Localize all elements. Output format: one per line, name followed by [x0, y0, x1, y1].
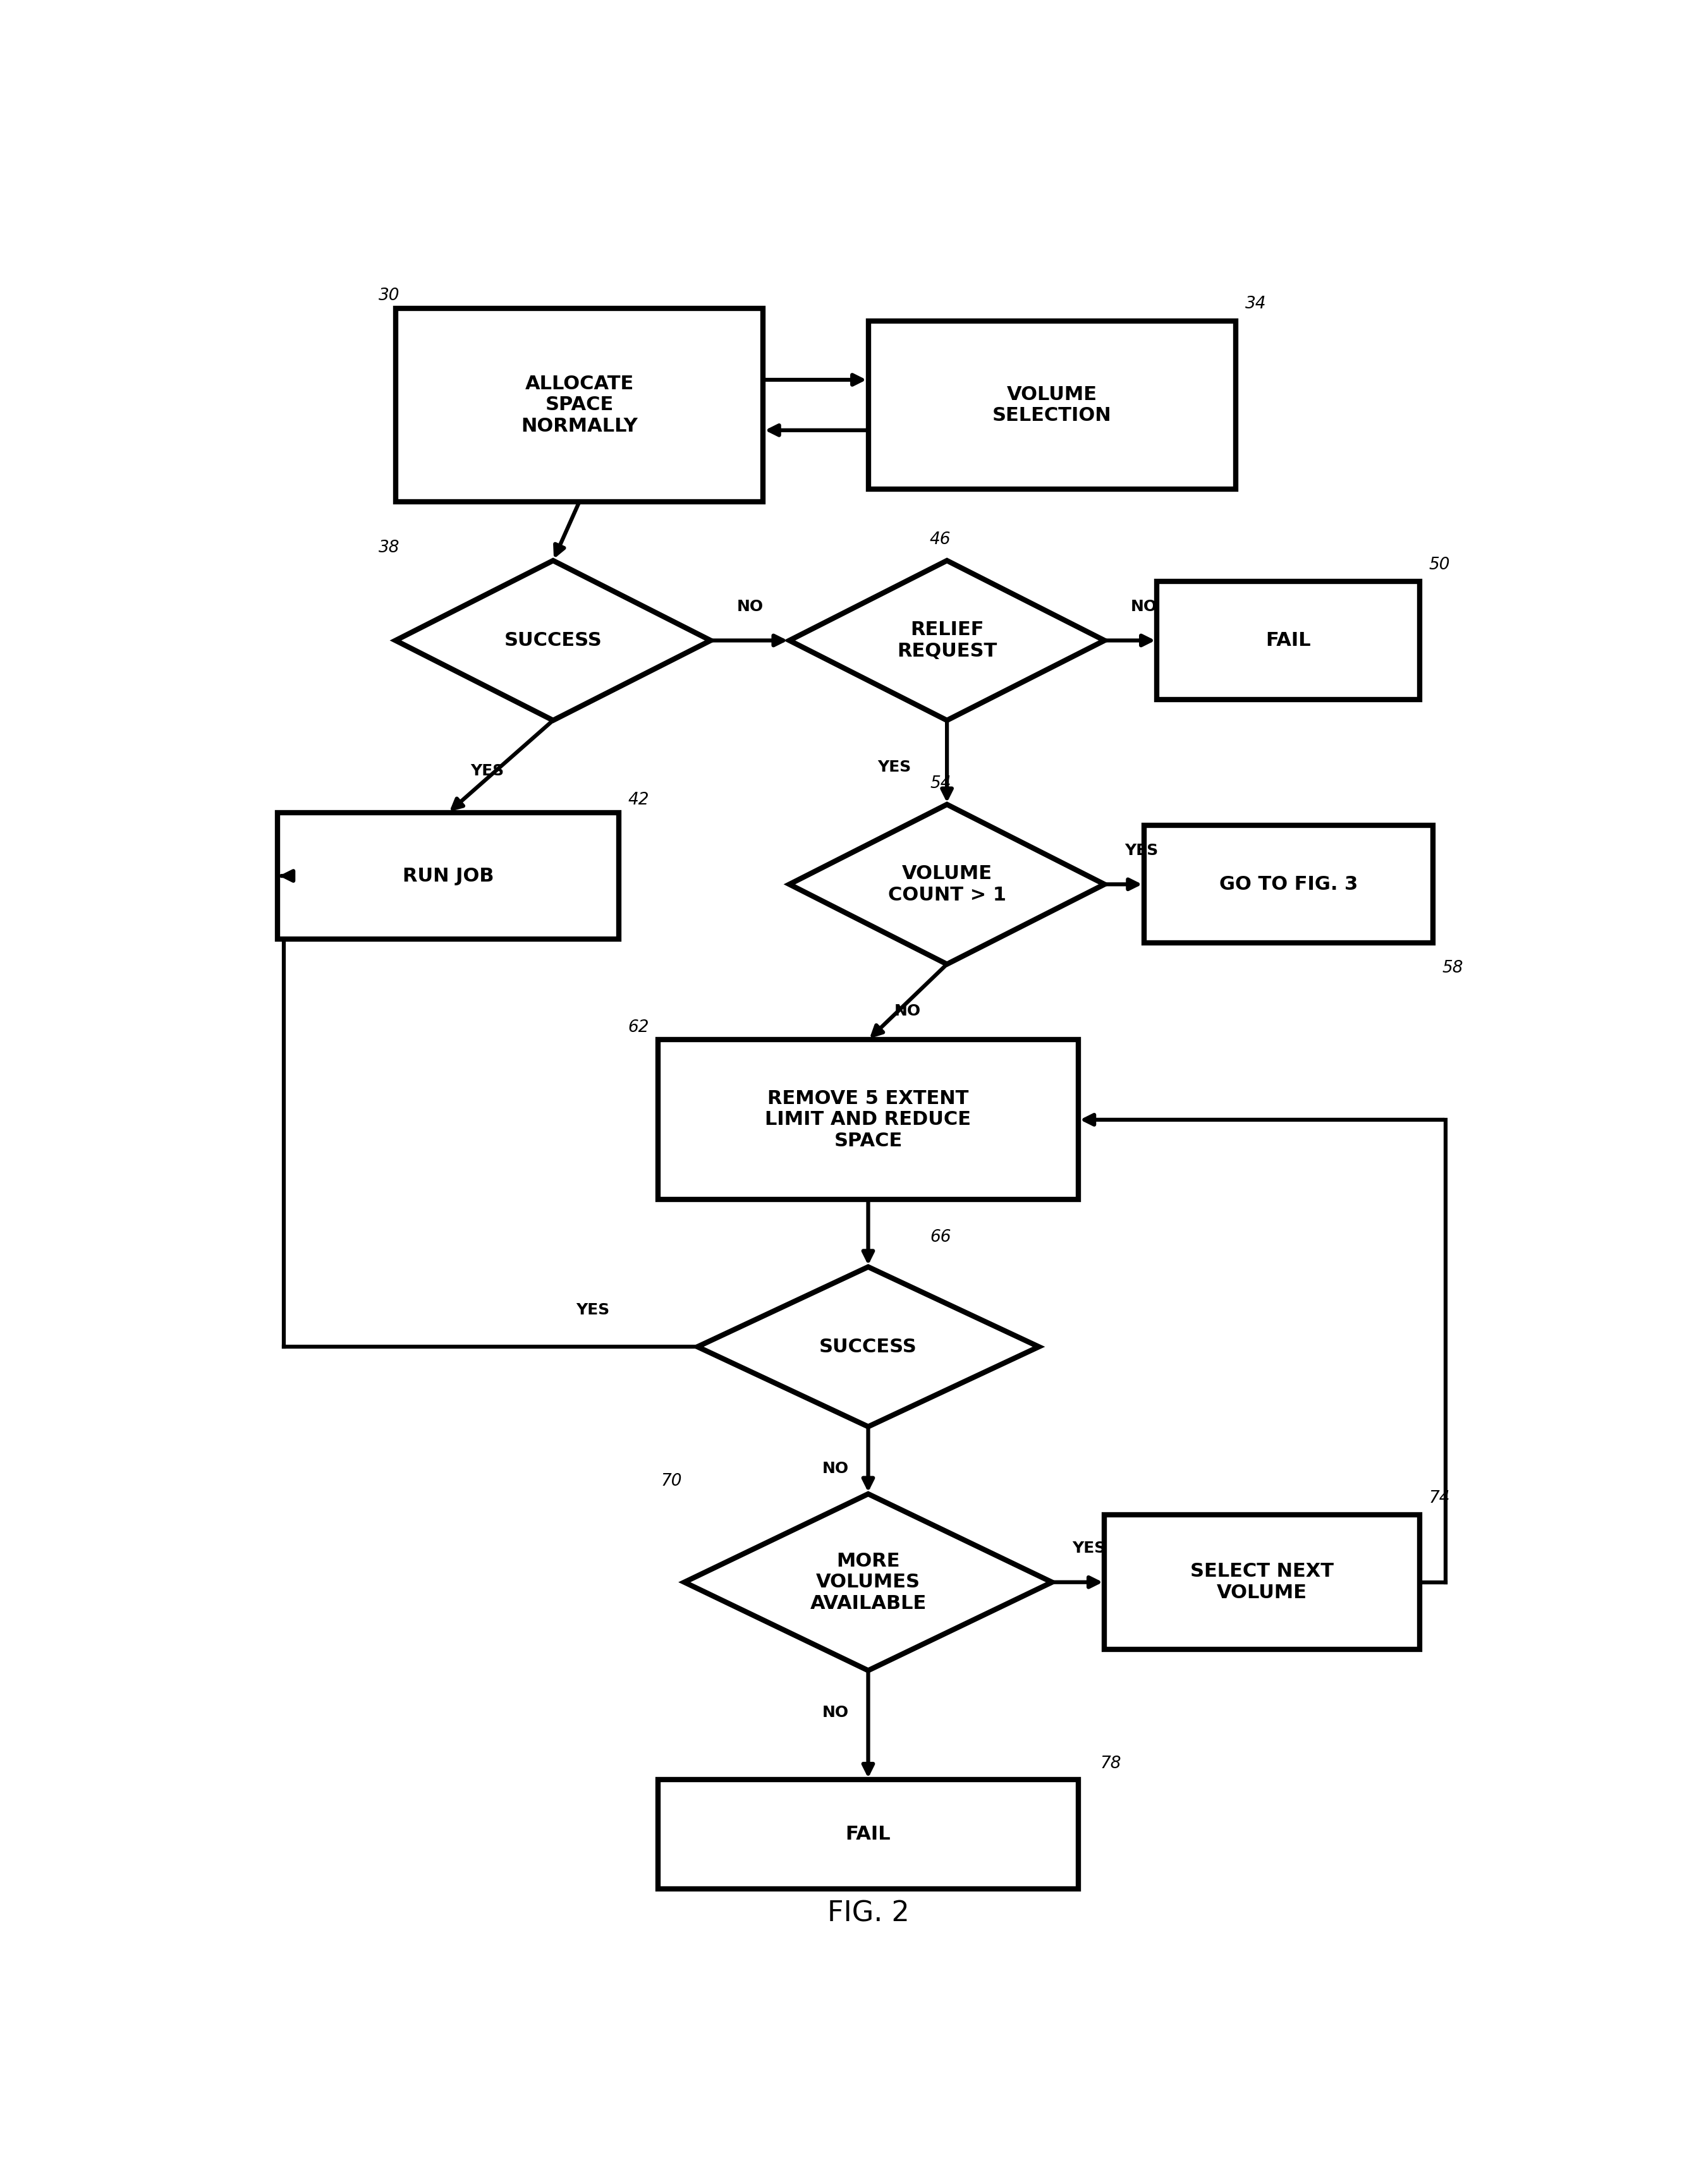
- Text: VOLUME
COUNT > 1: VOLUME COUNT > 1: [888, 865, 1006, 904]
- Text: YES: YES: [1072, 1542, 1106, 1557]
- Text: 58: 58: [1442, 961, 1464, 976]
- Text: NO: NO: [822, 1706, 849, 1721]
- FancyBboxPatch shape: [395, 308, 764, 502]
- Text: SELECT NEXT
VOLUME: SELECT NEXT VOLUME: [1191, 1562, 1333, 1603]
- FancyBboxPatch shape: [867, 321, 1237, 489]
- Text: NO: NO: [737, 598, 764, 614]
- Text: NO: NO: [822, 1461, 849, 1476]
- Text: 46: 46: [930, 531, 950, 548]
- FancyBboxPatch shape: [657, 1040, 1077, 1199]
- Text: GO TO FIG. 3: GO TO FIG. 3: [1220, 876, 1357, 893]
- FancyBboxPatch shape: [1104, 1516, 1420, 1649]
- Text: 70: 70: [661, 1472, 681, 1489]
- Text: YES: YES: [471, 762, 505, 778]
- Text: RELIEF
REQUEST: RELIEF REQUEST: [896, 620, 998, 660]
- Text: 34: 34: [1245, 295, 1265, 312]
- Text: YES: YES: [576, 1302, 610, 1317]
- Text: NO: NO: [894, 1005, 922, 1020]
- Text: SUCCESS: SUCCESS: [820, 1337, 916, 1356]
- Polygon shape: [789, 804, 1104, 963]
- Text: REMOVE 5 EXTENT
LIMIT AND REDUCE
SPACE: REMOVE 5 EXTENT LIMIT AND REDUCE SPACE: [766, 1090, 971, 1151]
- Text: 74: 74: [1428, 1489, 1450, 1507]
- Text: YES: YES: [877, 760, 911, 775]
- Text: YES: YES: [1125, 843, 1159, 858]
- Text: ALLOCATE
SPACE
NORMALLY: ALLOCATE SPACE NORMALLY: [522, 376, 637, 435]
- Polygon shape: [789, 561, 1104, 721]
- FancyBboxPatch shape: [1143, 826, 1433, 943]
- Text: 78: 78: [1101, 1756, 1121, 1771]
- FancyBboxPatch shape: [657, 1780, 1077, 1889]
- Text: MORE
VOLUMES
AVAILABLE: MORE VOLUMES AVAILABLE: [810, 1553, 927, 1612]
- Text: RUN JOB: RUN JOB: [403, 867, 493, 885]
- Text: FAIL: FAIL: [1265, 631, 1311, 649]
- Text: 30: 30: [378, 288, 400, 304]
- Text: FAIL: FAIL: [845, 1826, 891, 1843]
- Polygon shape: [395, 561, 711, 721]
- Text: 66: 66: [930, 1230, 950, 1245]
- Polygon shape: [698, 1267, 1038, 1426]
- FancyBboxPatch shape: [278, 812, 618, 939]
- Text: 38: 38: [378, 539, 400, 557]
- Text: 42: 42: [628, 793, 649, 808]
- Text: FIG. 2: FIG. 2: [827, 1900, 910, 1926]
- Text: 54: 54: [930, 775, 950, 791]
- Polygon shape: [684, 1494, 1052, 1671]
- Text: 62: 62: [628, 1020, 649, 1035]
- Text: 50: 50: [1428, 557, 1450, 572]
- Text: NO: NO: [1130, 598, 1157, 614]
- Text: VOLUME
SELECTION: VOLUME SELECTION: [993, 384, 1111, 426]
- FancyBboxPatch shape: [1157, 581, 1420, 699]
- Text: SUCCESS: SUCCESS: [505, 631, 601, 649]
